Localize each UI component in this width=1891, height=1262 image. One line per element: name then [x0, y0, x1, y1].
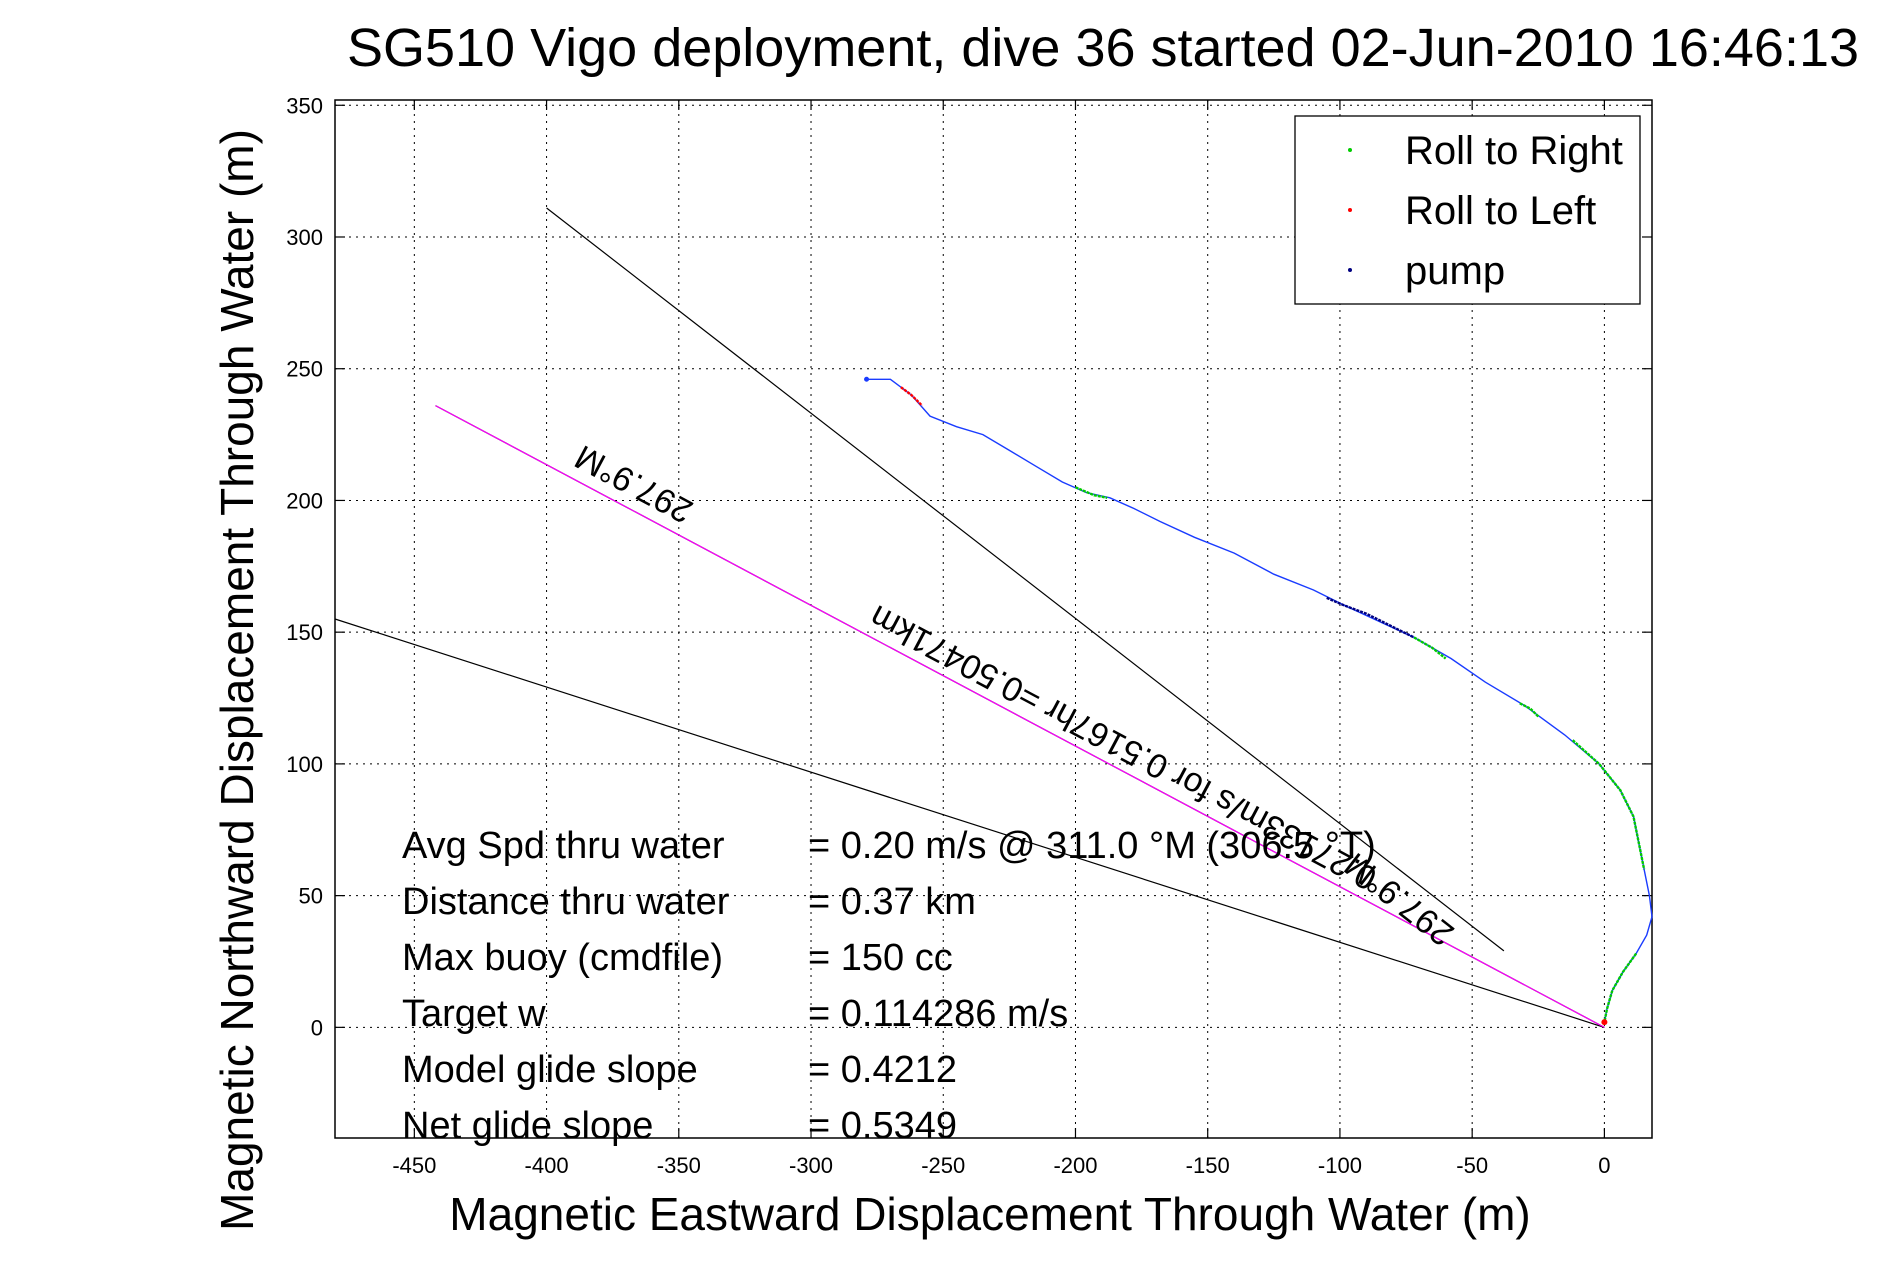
track-segment	[1413, 636, 1447, 660]
dive-stats: Avg Spd thru water = 0.20 m/s @ 311.0 °M …	[402, 825, 1376, 1147]
track-segment	[900, 386, 923, 407]
x-tick-label: -400	[525, 1153, 569, 1178]
y-tick-label: 0	[311, 1015, 323, 1040]
x-axis-label: Magnetic Eastward Displacement Through W…	[449, 1188, 1530, 1240]
y-axis-label: Magnetic Northward Displacement Through …	[211, 129, 263, 1231]
legend-label: pump	[1405, 249, 1505, 293]
x-tick-label: -250	[921, 1153, 965, 1178]
y-tick-label: 100	[286, 752, 323, 777]
y-tick-label: 50	[299, 884, 323, 909]
legend-marker	[1348, 268, 1352, 272]
track-segment	[1571, 739, 1646, 870]
stat-label: Distance thru water	[402, 881, 730, 923]
grid-lines	[335, 100, 1652, 1138]
stat-value: = 0.114286 m/s	[808, 993, 1068, 1035]
x-tick-label: -200	[1053, 1153, 1097, 1178]
y-tick-label: 150	[286, 620, 323, 645]
reference-lines	[334, 207, 1605, 1028]
x-tick-labels: -450 -400 -350 -300 -250 -200 -150 -100 -50 0	[392, 1153, 1610, 1178]
x-tick-label: -100	[1318, 1153, 1362, 1178]
dive-track	[864, 376, 1653, 1026]
y-tick-label: 300	[286, 225, 323, 250]
stat-label: Model glide slope	[402, 1049, 698, 1091]
legend: Roll to Right Roll to Left pump	[1294, 115, 1641, 305]
legend-marker	[1348, 148, 1352, 152]
track-segment	[1075, 486, 1108, 499]
x-tick-label: -450	[392, 1153, 436, 1178]
stat-label: Net glide slope	[402, 1105, 653, 1147]
stat-label: Target w	[402, 993, 546, 1035]
stat-label: Max buoy (cmdfile)	[402, 937, 723, 979]
reference-line	[435, 405, 1605, 1028]
track-start-point	[864, 376, 870, 382]
y-tick-label: 350	[286, 93, 323, 118]
stat-value: = 0.20 m/s @ 311.0 °M (306.5 °T)	[808, 825, 1376, 867]
x-tick-label: -350	[657, 1153, 701, 1178]
stat-value: = 150 cc	[808, 937, 953, 979]
stat-value: = 0.4212	[808, 1049, 957, 1091]
y-tick-labels: 0 50 100 150 200 250 300 350	[286, 93, 323, 1040]
reference-line	[546, 207, 1505, 952]
x-tick-label: 0	[1598, 1153, 1610, 1178]
stat-value: = 0.5349	[808, 1105, 957, 1147]
legend-label: Roll to Right	[1405, 129, 1623, 173]
track-segment	[1326, 596, 1415, 639]
y-tick-label: 200	[286, 488, 323, 513]
x-tick-label: -50	[1456, 1153, 1488, 1178]
legend-marker	[1348, 208, 1352, 212]
y-tick-label: 250	[286, 357, 323, 382]
reference-line	[334, 618, 1605, 1028]
stat-value: = 0.37 km	[808, 881, 976, 923]
stat-label: Avg Spd thru water	[402, 825, 725, 867]
legend-label: Roll to Left	[1405, 189, 1596, 233]
track-end-point	[1601, 1019, 1608, 1026]
x-tick-label: -150	[1186, 1153, 1230, 1178]
legend-box	[1294, 115, 1641, 305]
chart-title: SG510 Vigo deployment, dive 36 started 0…	[347, 18, 1859, 78]
x-tick-label: -300	[789, 1153, 833, 1178]
